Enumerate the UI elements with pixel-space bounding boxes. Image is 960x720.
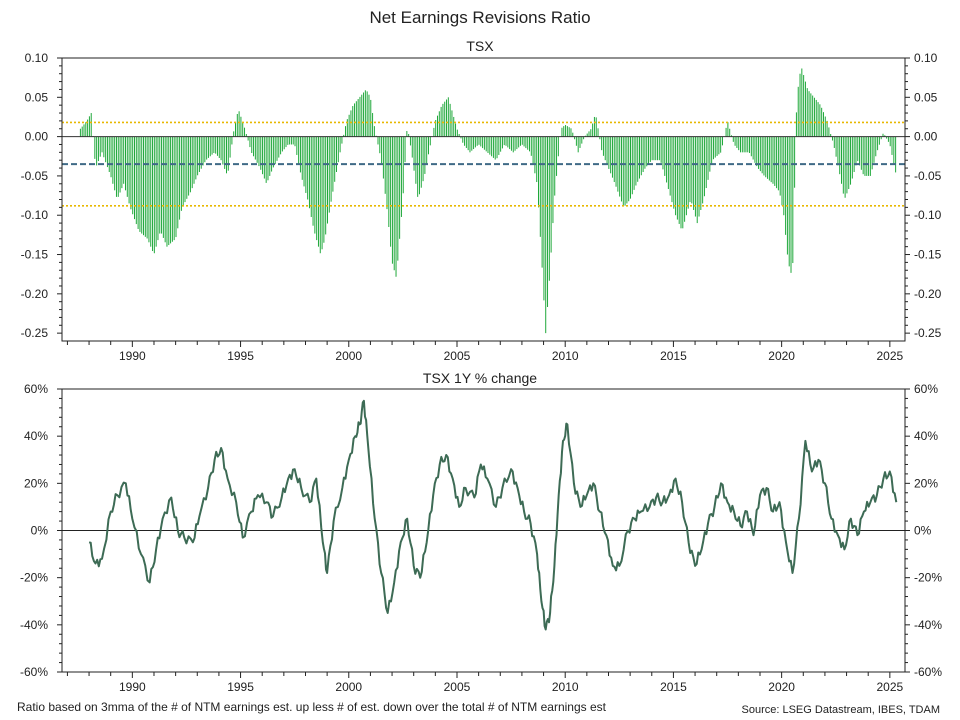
tsx-ytick-label-left: 40% bbox=[24, 429, 48, 443]
source-note: Source: LSEG Datastream, IBES, TDAM bbox=[742, 704, 940, 716]
tsx-ytick-label-left: -20% bbox=[20, 571, 48, 585]
tsx-change-line-group bbox=[62, 399, 905, 631]
tsx-ytick-label-right: -60% bbox=[914, 665, 942, 679]
rev-xtick-label: 1995 bbox=[227, 349, 254, 363]
tsx-change-panel-title: TSX 1Y % change bbox=[423, 370, 537, 386]
rev-xtick-label: 2015 bbox=[660, 349, 687, 363]
footnote: Ratio based on 3mma of the # of NTM earn… bbox=[17, 700, 607, 714]
rev-xtick-label: 2010 bbox=[552, 349, 579, 363]
rev-ytick-label-right: -0.25 bbox=[914, 326, 942, 340]
tsx-change-panel: TSX 1Y % change 60% 60% 40% 40% 20% 20% 0% 0% -2… bbox=[20, 370, 942, 694]
tsx-ytick-label-right: 0% bbox=[914, 524, 932, 538]
tsx-change-line bbox=[88, 399, 898, 631]
tsx-xtick-label: 2010 bbox=[552, 680, 579, 694]
rev-ytick-label-left: -0.05 bbox=[21, 169, 49, 183]
rev-ytick-label-left: -0.25 bbox=[21, 326, 49, 340]
tsx-change-axes: 60% 60% 40% 40% 20% 20% 0% 0% -20% -20% -40% -40% -6… bbox=[20, 382, 942, 694]
rev-ytick-label-left: -0.10 bbox=[21, 208, 49, 222]
tsx-ytick-label-right: 60% bbox=[914, 382, 938, 396]
tsx-xtick-label: 1995 bbox=[227, 680, 254, 694]
tsx-xtick-label: 1990 bbox=[119, 680, 146, 694]
rev-xtick-label: 2025 bbox=[876, 349, 903, 363]
rev-xtick-label: 2020 bbox=[768, 349, 795, 363]
rev-ytick-label-right: 0.00 bbox=[914, 130, 938, 144]
rev-ytick-label-left: 0.00 bbox=[25, 130, 49, 144]
rev-xtick-label: 1990 bbox=[119, 349, 146, 363]
rev-ytick-label-right: 0.05 bbox=[914, 90, 938, 104]
tsx-ytick-label-right: 20% bbox=[914, 476, 938, 490]
tsx-change-plot-frame bbox=[61, 388, 906, 673]
rev-ytick-label-right: 0.10 bbox=[914, 51, 938, 65]
chart-title: Net Earnings Revisions Ratio bbox=[369, 8, 590, 27]
rev-xtick-label: 2005 bbox=[444, 349, 471, 363]
tsx-ytick-label-right: 40% bbox=[914, 429, 938, 443]
revisions-panel-title: TSX bbox=[466, 38, 494, 54]
revisions-bars bbox=[62, 68, 905, 334]
tsx-xtick-label: 2005 bbox=[444, 680, 471, 694]
tsx-ytick-label-left: 60% bbox=[24, 382, 48, 396]
rev-ytick-label-right: -0.15 bbox=[914, 248, 942, 262]
tsx-ytick-label-left: -60% bbox=[20, 665, 48, 679]
rev-ytick-label-left: 0.05 bbox=[25, 90, 49, 104]
tsx-xtick-label: 2025 bbox=[876, 680, 903, 694]
rev-ytick-label-left: -0.15 bbox=[21, 248, 49, 262]
rev-ytick-label-right: -0.10 bbox=[914, 208, 942, 222]
rev-ytick-label-left: 0.10 bbox=[25, 51, 49, 65]
tsx-xtick-label: 2020 bbox=[768, 680, 795, 694]
tsx-ytick-label-right: -40% bbox=[914, 618, 942, 632]
tsx-xtick-label: 2000 bbox=[335, 680, 362, 694]
revisions-panel: TSX 0.10 0.10 0.05 0.05 0.00 0.00 -0.05 -0.05 -0… bbox=[21, 38, 942, 363]
tsx-ytick-label-left: -40% bbox=[20, 618, 48, 632]
tsx-ytick-label-left: 0% bbox=[31, 524, 49, 538]
rev-ytick-label-right: -0.20 bbox=[914, 287, 942, 301]
tsx-ytick-label-right: -20% bbox=[914, 571, 942, 585]
revisions-axes: 0.10 0.10 0.05 0.05 0.00 0.00 -0.05 -0.05 -0.10 -… bbox=[21, 51, 942, 363]
rev-xtick-label: 2000 bbox=[335, 349, 362, 363]
tsx-xtick-label: 2015 bbox=[660, 680, 687, 694]
rev-ytick-label-left: -0.20 bbox=[21, 287, 49, 301]
rev-ytick-label-right: -0.05 bbox=[914, 169, 942, 183]
tsx-ytick-label-left: 20% bbox=[24, 476, 48, 490]
revisions-plot-frame bbox=[61, 57, 906, 342]
